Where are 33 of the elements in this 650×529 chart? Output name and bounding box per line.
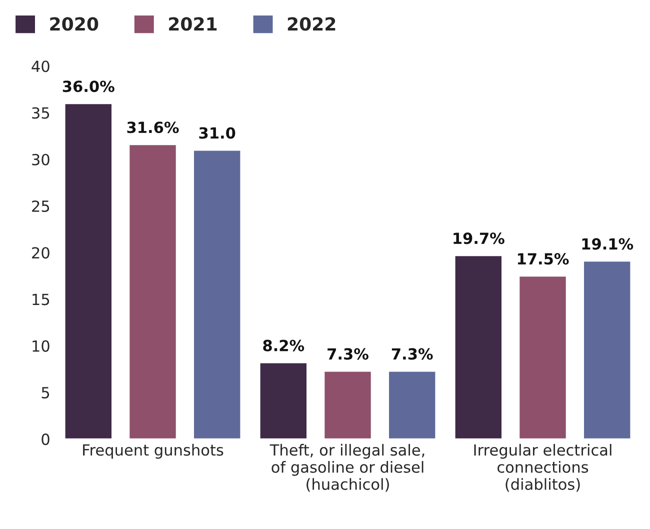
bar: [128, 144, 178, 440]
bar: [518, 275, 568, 440]
legend-label: 2022: [288, 17, 336, 31]
data-label: 17.5%: [518, 253, 569, 265]
y-tick-label: 40: [32, 60, 50, 72]
data-label: 8.2%: [263, 340, 304, 352]
x-tick-label: Irregular electrical connections (diablitos): [474, 444, 612, 492]
data-label: 19.1%: [582, 238, 634, 250]
y-tick-label: 25: [32, 200, 50, 212]
y-tick-label: 10: [32, 340, 50, 352]
data-label: 19.7%: [454, 232, 504, 244]
bar: [582, 260, 632, 440]
data-label: 7.3%: [328, 348, 368, 360]
y-tick-label: 35: [32, 107, 50, 119]
bar: [192, 149, 242, 440]
data-label: 31.6%: [127, 122, 179, 134]
bar: [323, 370, 372, 440]
legend-label: 2020: [50, 17, 98, 31]
bar: [454, 254, 503, 440]
bar: [258, 362, 308, 440]
y-tick-label: 15: [32, 294, 50, 306]
y-tick-label: 30: [32, 154, 50, 166]
data-label: 7.3%: [392, 348, 433, 360]
bar: [388, 370, 437, 440]
x-tick-label: Frequent gunshots: [83, 444, 224, 459]
y-tick-label: 0: [42, 434, 50, 446]
x-tick-label: Theft, or illegal sale, of gasoline or diesel (huachicol): [270, 444, 424, 492]
legend-label: 2021: [169, 17, 217, 31]
data-label: 36.0%: [62, 80, 114, 92]
bar: [64, 102, 113, 440]
y-tick-label: 20: [32, 247, 50, 259]
data-label: 31.0: [199, 127, 236, 139]
y-tick-label: 5: [42, 387, 50, 398]
